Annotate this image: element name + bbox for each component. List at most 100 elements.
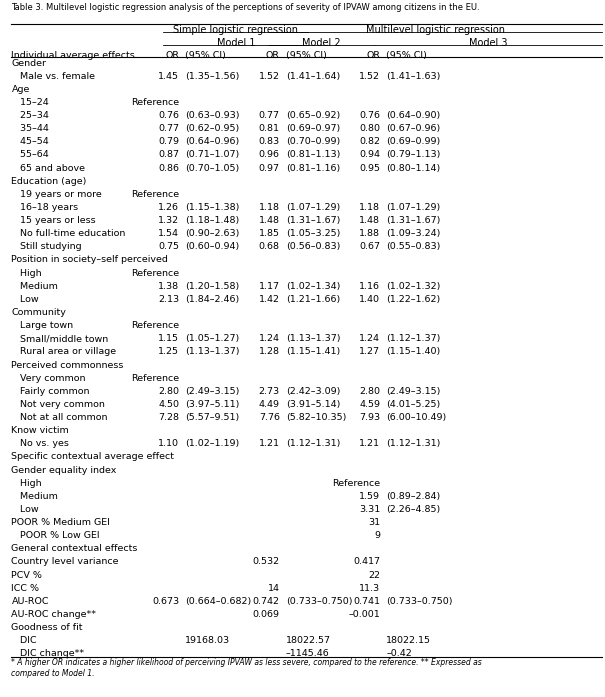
Text: (1.15–1.40): (1.15–1.40) — [386, 347, 440, 356]
Text: No vs. yes: No vs. yes — [11, 439, 70, 448]
Text: (0.56–0.83): (0.56–0.83) — [286, 243, 340, 252]
Text: (0.55–0.83): (0.55–0.83) — [386, 243, 440, 252]
Text: 1.21: 1.21 — [359, 439, 381, 448]
Text: Low: Low — [11, 295, 39, 304]
Text: Know victim: Know victim — [11, 426, 69, 435]
Text: (1.13–1.37): (1.13–1.37) — [185, 347, 240, 356]
Text: (5.82–10.35): (5.82–10.35) — [286, 413, 346, 422]
Text: 1.26: 1.26 — [159, 203, 179, 212]
Text: 0.82: 0.82 — [359, 137, 381, 146]
Text: –0.42: –0.42 — [386, 650, 412, 659]
Text: (6.00–10.49): (6.00–10.49) — [386, 413, 446, 422]
Text: (1.84–2.46): (1.84–2.46) — [185, 295, 240, 304]
Text: Rural area or village: Rural area or village — [11, 347, 117, 356]
Text: Large town: Large town — [11, 321, 74, 330]
Text: Reference: Reference — [131, 374, 179, 383]
Text: –1145.46: –1145.46 — [286, 650, 330, 659]
Text: (0.69–0.99): (0.69–0.99) — [386, 137, 440, 146]
Text: (1.02–1.34): (1.02–1.34) — [286, 282, 340, 291]
Text: 0.68: 0.68 — [259, 243, 280, 252]
Text: compared to Model 1.: compared to Model 1. — [11, 669, 94, 678]
Text: Simple logistic regression: Simple logistic regression — [173, 25, 298, 35]
Text: (0.63–0.93): (0.63–0.93) — [185, 111, 240, 120]
Text: 2.13: 2.13 — [159, 295, 179, 304]
Text: (0.733–0.750): (0.733–0.750) — [286, 597, 352, 606]
Text: (0.89–2.84): (0.89–2.84) — [386, 492, 440, 501]
Text: (95% CI): (95% CI) — [286, 52, 327, 61]
Text: 2.80: 2.80 — [359, 387, 381, 396]
Text: (1.12–1.31): (1.12–1.31) — [286, 439, 340, 448]
Text: ICC %: ICC % — [11, 583, 39, 592]
Text: 0.741: 0.741 — [353, 597, 381, 606]
Text: (4.01–5.25): (4.01–5.25) — [386, 400, 440, 409]
Text: 1.52: 1.52 — [359, 72, 381, 81]
Text: 1.17: 1.17 — [259, 282, 280, 291]
Text: Gender: Gender — [11, 59, 47, 68]
Text: Low: Low — [11, 505, 39, 514]
Text: (1.41–1.63): (1.41–1.63) — [386, 72, 440, 81]
Text: Multilevel logistic regression: Multilevel logistic regression — [366, 25, 505, 35]
Text: 4.49: 4.49 — [259, 400, 280, 409]
Text: (2.26–4.85): (2.26–4.85) — [386, 505, 440, 514]
Text: Small/middle town: Small/middle town — [11, 335, 109, 343]
Text: (1.09–3.24): (1.09–3.24) — [386, 229, 440, 238]
Text: Individual average effects: Individual average effects — [11, 52, 136, 61]
Text: (95% CI): (95% CI) — [386, 52, 427, 61]
Text: 1.48: 1.48 — [359, 216, 381, 225]
Text: 1.10: 1.10 — [159, 439, 179, 448]
Text: Country level variance: Country level variance — [11, 558, 119, 567]
Text: AU-ROC: AU-ROC — [11, 597, 49, 606]
Text: 1.59: 1.59 — [359, 492, 381, 501]
Text: Model 3: Model 3 — [469, 38, 508, 48]
Text: (1.21–1.66): (1.21–1.66) — [286, 295, 340, 304]
Text: 1.54: 1.54 — [159, 229, 179, 238]
Text: 15 years or less: 15 years or less — [11, 216, 96, 225]
Text: 1.40: 1.40 — [359, 295, 381, 304]
Text: (1.02–1.32): (1.02–1.32) — [386, 282, 440, 291]
Text: 0.87: 0.87 — [159, 151, 179, 160]
Text: 18022.15: 18022.15 — [386, 636, 431, 645]
Text: (95% CI): (95% CI) — [185, 52, 226, 61]
Text: 0.96: 0.96 — [259, 151, 280, 160]
Text: 15–24: 15–24 — [11, 98, 49, 107]
Text: Table 3. Multilevel logistic regression analysis of the perceptions of severity : Table 3. Multilevel logistic regression … — [11, 3, 480, 12]
Text: 35–44: 35–44 — [11, 124, 50, 133]
Text: 1.16: 1.16 — [359, 282, 381, 291]
Text: (0.90–2.63): (0.90–2.63) — [185, 229, 240, 238]
Text: (0.60–0.94): (0.60–0.94) — [185, 243, 240, 252]
Text: 19168.03: 19168.03 — [185, 636, 231, 645]
Text: Fairly common: Fairly common — [11, 387, 90, 396]
Text: (1.15–1.38): (1.15–1.38) — [185, 203, 240, 212]
Text: Male vs. female: Male vs. female — [11, 72, 96, 81]
Text: 1.27: 1.27 — [359, 347, 381, 356]
Text: 1.24: 1.24 — [259, 335, 280, 343]
Text: 0.80: 0.80 — [359, 124, 381, 133]
Text: (0.71–1.07): (0.71–1.07) — [185, 151, 240, 160]
Text: Specific contextual average effect: Specific contextual average effect — [11, 452, 174, 461]
Text: Goodness of fit: Goodness of fit — [11, 623, 83, 632]
Text: OR: OR — [266, 52, 280, 61]
Text: 0.75: 0.75 — [159, 243, 179, 252]
Text: (0.64–0.96): (0.64–0.96) — [185, 137, 240, 146]
Text: (1.05–3.25): (1.05–3.25) — [286, 229, 340, 238]
Text: (0.70–1.05): (0.70–1.05) — [185, 164, 240, 173]
Text: * A higher OR indicates a higher likelihood of perceiving IPVAW as less severe, : * A higher OR indicates a higher likelih… — [11, 658, 482, 667]
Text: POOR % Medium GEI: POOR % Medium GEI — [11, 518, 110, 527]
Text: Reference: Reference — [131, 268, 179, 277]
Text: (1.31–1.67): (1.31–1.67) — [286, 216, 340, 225]
Text: (0.69–0.97): (0.69–0.97) — [286, 124, 340, 133]
Text: Model 2: Model 2 — [302, 38, 341, 48]
Text: 0.86: 0.86 — [159, 164, 179, 173]
Text: PCV %: PCV % — [11, 571, 42, 580]
Text: 1.24: 1.24 — [359, 335, 381, 343]
Text: 1.21: 1.21 — [259, 439, 280, 448]
Text: 1.48: 1.48 — [259, 216, 280, 225]
Text: 0.67: 0.67 — [359, 243, 381, 252]
Text: Medium: Medium — [11, 282, 58, 291]
Text: 1.15: 1.15 — [159, 335, 179, 343]
Text: (0.80–1.14): (0.80–1.14) — [386, 164, 440, 173]
Text: Age: Age — [11, 85, 30, 94]
Text: 55–64: 55–64 — [11, 151, 49, 160]
Text: Still studying: Still studying — [11, 243, 82, 252]
Text: 0.77: 0.77 — [159, 124, 179, 133]
